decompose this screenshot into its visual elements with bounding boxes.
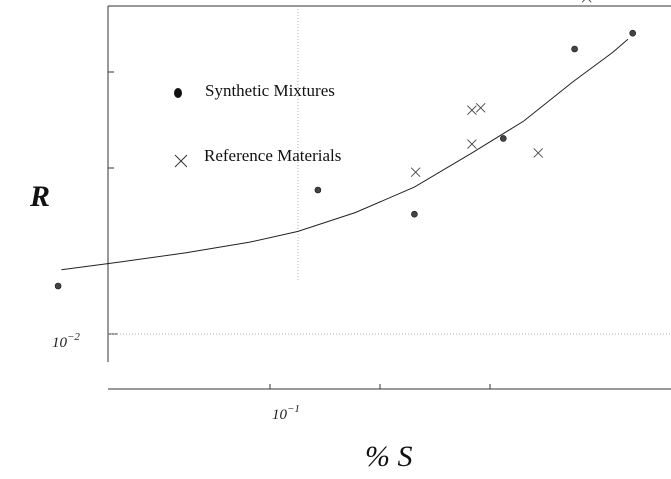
synthetic-mixture-point: [499, 135, 507, 142]
reference-material-point: [410, 167, 421, 178]
synthetic-mixture-point: [629, 29, 637, 37]
synthetic-mixture-point: [571, 45, 578, 53]
synthetic-mixture-point: [411, 210, 418, 218]
y-axis-label: R: [29, 180, 50, 213]
reference-material-point: [475, 103, 486, 113]
x-axis-label: % S: [365, 440, 413, 473]
synthetic-mixture-point: [54, 282, 62, 290]
x-tick-label: 10−1: [272, 403, 300, 423]
legend-marker-reference: [174, 154, 188, 168]
fit-curve: [61, 38, 629, 271]
legend-marker-synthetic: [174, 88, 182, 98]
synthetic-mixture-point: [314, 186, 322, 194]
legend-label-synthetic: Synthetic Mixtures: [205, 81, 335, 100]
reference-material-point: [467, 105, 477, 116]
reference-material-point: [467, 139, 477, 149]
reference-material-point: [533, 148, 544, 158]
plot-area: [54, 0, 637, 290]
reference-material-point: [581, 0, 592, 3]
y-tick-label: 10−2: [52, 331, 80, 351]
legend-label-reference: Reference Materials: [204, 146, 341, 165]
legend: Synthetic Mixtures Reference Materials: [174, 81, 341, 168]
